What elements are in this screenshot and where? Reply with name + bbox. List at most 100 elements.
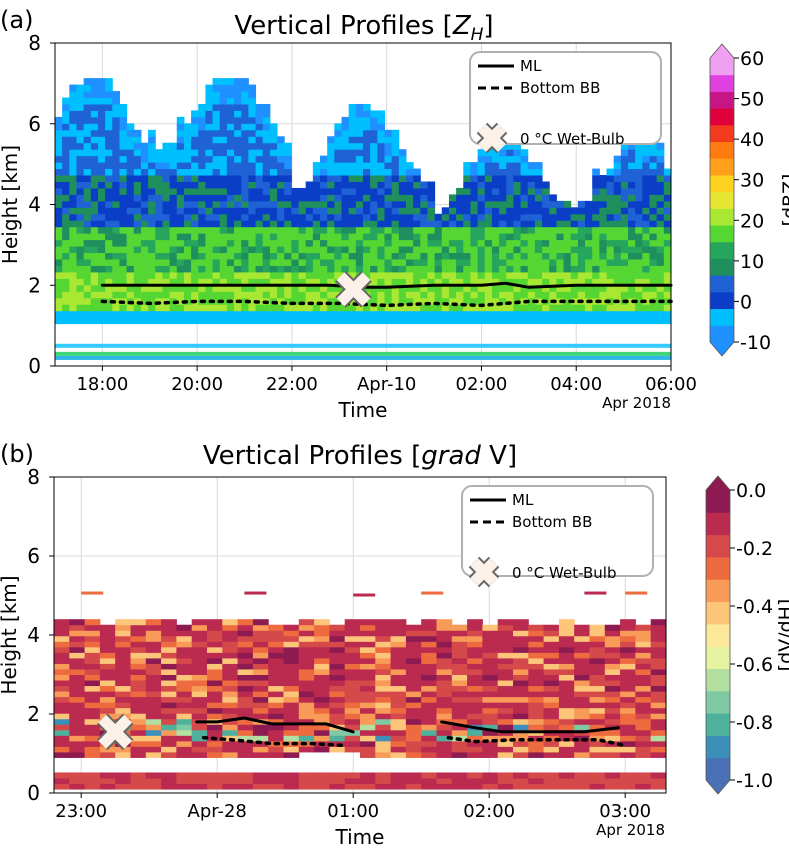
heatmap-cell xyxy=(169,310,178,318)
heatmap-cell xyxy=(463,284,471,292)
heatmap-cell xyxy=(248,297,257,305)
x-offset-label: Apr 2018 xyxy=(602,394,671,412)
heatmap-cell xyxy=(133,155,142,163)
heatmap-cell xyxy=(360,735,376,742)
heatmap-cell xyxy=(604,663,621,670)
x-tick-label: Apr-28 xyxy=(188,801,247,822)
heatmap-cell xyxy=(574,772,590,779)
heatmap-cell xyxy=(456,284,464,292)
heatmap-cell xyxy=(234,278,242,286)
heatmap-cell xyxy=(574,691,590,698)
heatmap-cell xyxy=(119,162,128,170)
heatmap-cell xyxy=(520,252,529,260)
heatmap-cell xyxy=(405,304,414,312)
heatmap-cell xyxy=(650,630,667,637)
heatmap-cell xyxy=(527,162,536,170)
heatmap-cell xyxy=(176,724,193,731)
heatmap-cell xyxy=(456,291,464,299)
heatmap-cell xyxy=(198,200,206,208)
heatmap-cell xyxy=(363,162,371,170)
heatmap-cell xyxy=(241,78,249,86)
heatmap-cell xyxy=(69,646,86,653)
heatmap-cell xyxy=(219,187,228,195)
heatmap-cell xyxy=(119,194,128,202)
heatmap-cell xyxy=(248,162,257,170)
heatmap-cell xyxy=(248,284,257,292)
heatmap-cell xyxy=(463,297,471,305)
heatmap-cell xyxy=(169,304,178,312)
heatmap-cell xyxy=(119,226,128,234)
heatmap-cell xyxy=(84,746,101,753)
heatmap-cell xyxy=(140,304,149,312)
colorbar-segment xyxy=(706,713,730,736)
heatmap-cell xyxy=(620,691,636,698)
heatmap-cell xyxy=(420,239,428,247)
heatmap-cell xyxy=(604,652,621,659)
heatmap-cell xyxy=(344,674,361,681)
heatmap-cell xyxy=(176,265,185,273)
heatmap-cell xyxy=(649,155,658,163)
heatmap-cell xyxy=(491,284,500,292)
heatmap-cell xyxy=(477,194,486,202)
heatmap-cell xyxy=(649,310,658,318)
heatmap-cell xyxy=(341,259,350,266)
heatmap-cell xyxy=(314,735,330,742)
heatmap-cell xyxy=(377,175,385,182)
heatmap-cell xyxy=(436,724,453,731)
heatmap-cell xyxy=(183,194,192,202)
heatmap-cell xyxy=(506,284,514,292)
heatmap-cell xyxy=(663,233,672,241)
heatmap-cell xyxy=(506,265,514,273)
heatmap-cell xyxy=(327,278,335,286)
heatmap-cell xyxy=(112,187,120,195)
heatmap-cell xyxy=(76,259,85,266)
heatmap-cell xyxy=(169,200,178,208)
heatmap-cell xyxy=(283,668,300,675)
heatmap-cell xyxy=(284,155,292,163)
heatmap-cell xyxy=(649,175,658,182)
heatmap-cell xyxy=(642,168,651,176)
heatmap-cell xyxy=(451,624,468,631)
heatmap-cell xyxy=(226,116,235,124)
heatmap-cell xyxy=(219,259,228,266)
heatmap-cell xyxy=(140,213,149,221)
heatmap-cell xyxy=(370,252,378,260)
heatmap-cell xyxy=(543,718,560,725)
heatmap-cell xyxy=(234,220,242,228)
heatmap-cell xyxy=(649,149,658,157)
heatmap-cell xyxy=(477,239,486,247)
heatmap-cell xyxy=(334,207,343,215)
heatmap-cell xyxy=(470,317,479,325)
heatmap-cell xyxy=(656,239,665,247)
heatmap-cell xyxy=(99,702,116,709)
heatmap-cell xyxy=(207,624,223,631)
heatmap-cell xyxy=(248,207,257,215)
heatmap-cell xyxy=(126,252,135,260)
heatmap-cell xyxy=(314,619,330,626)
heatmap-cell xyxy=(499,271,507,279)
heatmap-cell xyxy=(219,149,228,157)
heatmap-cell xyxy=(162,271,171,279)
heatmap-cell xyxy=(83,129,92,137)
heatmap-cell xyxy=(534,271,543,279)
heatmap-cell xyxy=(291,246,300,254)
heatmap-cell xyxy=(360,641,376,648)
heatmap-cell xyxy=(176,740,193,747)
heatmap-cell xyxy=(133,239,142,247)
heatmap-cell xyxy=(441,259,450,266)
heatmap-cell xyxy=(176,246,185,254)
heatmap-cell xyxy=(635,155,643,163)
heatmap-cell xyxy=(448,297,457,305)
heatmap-cell xyxy=(298,707,315,714)
heatmap-cell xyxy=(482,668,499,675)
heatmap-cell xyxy=(84,702,101,709)
heatmap-cell xyxy=(370,265,378,273)
heatmap-cell xyxy=(613,207,622,215)
heatmap-cell xyxy=(252,724,269,731)
heatmap-cell xyxy=(589,746,606,753)
heatmap-cell xyxy=(119,103,128,111)
heatmap-cell xyxy=(283,702,300,709)
colorbar-segment xyxy=(706,668,730,692)
heatmap-cell xyxy=(84,674,101,681)
heatmap-cell xyxy=(599,278,608,286)
